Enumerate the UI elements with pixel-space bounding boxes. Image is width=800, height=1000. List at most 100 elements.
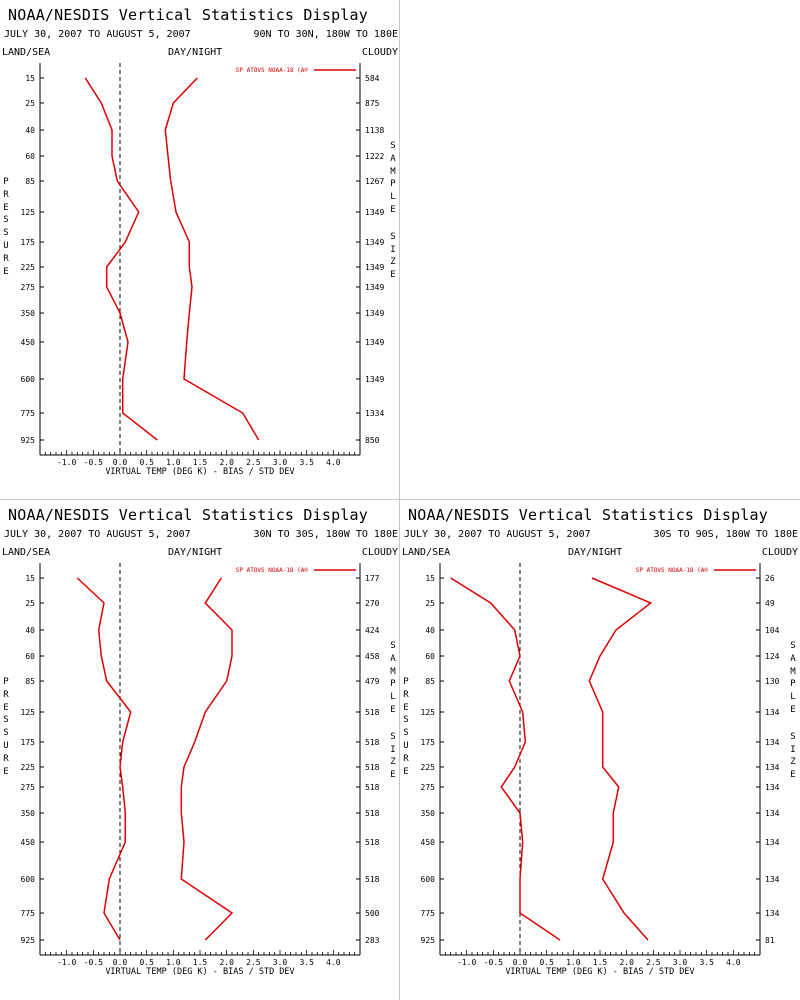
sample-size-label: 177 <box>365 574 380 583</box>
x-tick-label: 1.0 <box>166 958 181 967</box>
x-tick-label: 2.0 <box>619 958 634 967</box>
sample-size-label: 518 <box>365 708 380 717</box>
axis-letter: E <box>3 266 9 277</box>
axis-letter: R <box>3 189 9 200</box>
chart-region: 90N TO 30N, 180W TO 180E <box>253 29 399 40</box>
chart-title: NOAA/NESDIS Vertical Statistics Display <box>8 6 368 24</box>
sample-size-label: 424 <box>365 626 380 635</box>
axis-letter: L <box>390 692 396 703</box>
bias-line <box>450 577 561 941</box>
x-tick-label: 1.0 <box>166 458 181 467</box>
cloudy-label: CLOUDY <box>361 547 398 558</box>
sample-size-label: 49 <box>765 599 775 608</box>
x-tick-label: 3.0 <box>673 958 688 967</box>
axis-letter: P <box>3 177 9 187</box>
chart-date-range: JULY 30, 2007 TO AUGUST 5, 2007 <box>404 529 591 540</box>
axis-letter: S <box>403 715 409 726</box>
pressure-tick-label: 775 <box>21 409 36 418</box>
std-dev-line <box>180 577 234 941</box>
pressure-tick-label: 275 <box>421 783 436 792</box>
pressure-tick-label: 40 <box>425 626 435 635</box>
pressure-tick-label: 925 <box>21 436 36 445</box>
cloudy-label: CLOUDY <box>361 47 398 58</box>
axis-letter: E <box>3 202 9 213</box>
x-tick-label: 4.0 <box>726 958 741 967</box>
sample-size-label: 479 <box>365 677 380 686</box>
x-tick-label: -1.0 <box>57 958 76 967</box>
x-tick-label: -1.0 <box>57 458 76 467</box>
x-tick-label: -1.0 <box>457 958 476 967</box>
pressure-tick-label: 225 <box>21 263 36 272</box>
sample-size-label: 1349 <box>365 238 384 247</box>
x-tick-label: 1.5 <box>593 958 608 967</box>
x-tick-label: 1.0 <box>566 958 581 967</box>
x-tick-label: 2.0 <box>219 458 234 467</box>
sample-size-label: 1349 <box>365 375 384 384</box>
x-tick-label: 2.5 <box>646 958 661 967</box>
sample-size-label: 124 <box>765 652 780 661</box>
chart-plot: 15 177 25 270 40 424 60 458 85 479 125 518 175 518 225… <box>21 563 380 977</box>
x-tick-label: 1.5 <box>193 958 208 967</box>
axis-letter: P <box>3 677 9 687</box>
axis-letter: S <box>390 231 396 242</box>
axis-letter: S <box>390 641 396 651</box>
chart-date-range: JULY 30, 2007 TO AUGUST 5, 2007 <box>4 29 191 40</box>
sample-size-label: 104 <box>765 626 780 635</box>
axis-letter: E <box>403 702 409 713</box>
axis-letter: S <box>790 641 796 651</box>
pressure-tick-label: 125 <box>21 708 36 717</box>
day-night-label: DAY/NIGHT <box>168 47 223 58</box>
x-tick-label: 0.0 <box>113 458 128 467</box>
axis-letter: E <box>3 702 9 713</box>
axis-letter: M <box>390 666 396 677</box>
chart-title: NOAA/NESDIS Vertical Statistics Display <box>8 506 368 524</box>
pressure-tick-label: 40 <box>25 126 35 135</box>
axis-letter: E <box>390 704 396 715</box>
sample-size-label: 1349 <box>365 309 384 318</box>
axis-letter: E <box>390 204 396 215</box>
pressure-tick-label: 25 <box>25 599 35 608</box>
axis-letter: L <box>790 692 796 703</box>
axis-letter: R <box>403 753 409 764</box>
sample-size-label: 1334 <box>365 409 384 418</box>
pressure-tick-label: 60 <box>25 652 35 661</box>
pressure-tick-label: 85 <box>425 677 435 686</box>
day-night-label: DAY/NIGHT <box>168 547 223 558</box>
pressure-tick-label: 225 <box>21 763 36 772</box>
sample-size-label: 134 <box>765 708 780 717</box>
axis-letter: I <box>790 744 796 755</box>
axis-letter: R <box>3 253 9 264</box>
x-tick-label: 4.0 <box>326 458 341 467</box>
pressure-tick-label: 275 <box>21 783 36 792</box>
x-tick-label: 4.0 <box>326 958 341 967</box>
pressure-tick-label: 600 <box>421 875 436 884</box>
axis-letter: P <box>390 679 396 690</box>
x-tick-label: 1.5 <box>193 458 208 467</box>
axis-letter: A <box>390 153 396 164</box>
axis-letter: M <box>790 666 796 677</box>
sample-size-label: 1349 <box>365 283 384 292</box>
chart-panel-tropics: NOAA/NESDIS Vertical Statistics Display … <box>0 500 400 1000</box>
sample-size-label: 518 <box>365 738 380 747</box>
axis-letter: L <box>390 192 396 203</box>
panel-divider-horizontal <box>0 499 800 500</box>
sample-size-label: 518 <box>365 809 380 818</box>
x-tick-label: 2.5 <box>246 958 261 967</box>
axis-letter: E <box>790 704 796 715</box>
sample-size-label: 518 <box>365 763 380 772</box>
axis-letter: R <box>3 689 9 700</box>
sample-size-label: 130 <box>765 677 780 686</box>
chart-plot: 15 26 25 49 40 104 60 124 85 130 125 134 175 134 225 13… <box>421 563 780 977</box>
pressure-tick-label: 450 <box>21 838 36 847</box>
pressure-tick-label: 925 <box>421 936 436 945</box>
pressure-tick-label: 350 <box>421 809 436 818</box>
axis-letter: E <box>390 270 396 281</box>
x-axis-label: VIRTUAL TEMP (DEG K) - BIAS / STD DEV <box>505 967 694 977</box>
legend-label: SP ATOVS NOAA-18 (A® <box>636 567 709 574</box>
x-axis-label: VIRTUAL TEMP (DEG K) - BIAS / STD DEV <box>105 467 294 477</box>
std-dev-line <box>164 77 260 441</box>
x-tick-label: -0.5 <box>84 458 103 467</box>
